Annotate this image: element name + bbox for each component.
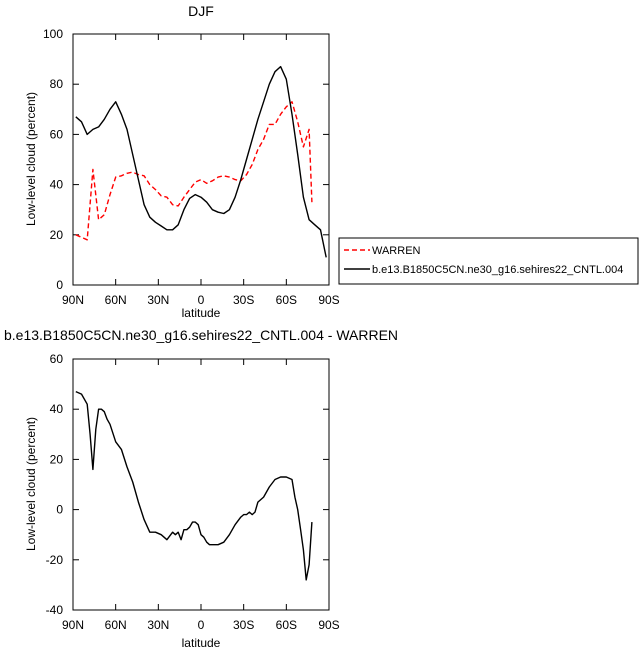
legend-label-warren: WARREN xyxy=(372,245,421,257)
bottom-x-axis-label: latitude xyxy=(182,636,221,650)
top-x-tick-label: 60S xyxy=(276,293,297,307)
top-series xyxy=(75,65,327,258)
top-x-tick-label: 60N xyxy=(105,293,127,307)
bottom-x-tick-label: 90S xyxy=(318,618,339,632)
legend: WARREN b.e13.B1850C5CN.ne30_g16.sehires2… xyxy=(338,237,639,285)
top-y-tick-label: 100 xyxy=(43,27,63,41)
bottom-x-tick-label: 60S xyxy=(276,618,297,632)
bottom-panel: b.e13.B1850C5CN.ne30_g16.sehires22_CNTL.… xyxy=(4,327,398,650)
top-x-tick-label: 30N xyxy=(147,293,169,307)
legend-box xyxy=(338,237,639,285)
top-x-ticks: 90N 60N 30N 0 30S 60S 90S xyxy=(62,34,340,307)
top-x-tick-label: 90N xyxy=(62,293,84,307)
bottom-series-line-0 xyxy=(75,390,313,581)
bottom-y-ticks: -40 -20 0 20 40 60 xyxy=(46,352,329,617)
top-y-tick-label: 60 xyxy=(50,127,64,141)
bottom-panel-title: b.e13.B1850C5CN.ne30_g16.sehires22_CNTL.… xyxy=(4,327,398,343)
top-x-axis-label: latitude xyxy=(182,306,221,320)
top-x-tick-label: 90S xyxy=(318,293,339,307)
bottom-y-tick-label: 40 xyxy=(50,402,64,416)
bottom-y-axis-label: Low-level cloud (percent) xyxy=(24,417,38,551)
bottom-y-tick-label: 60 xyxy=(50,352,64,366)
top-y-tick-label: 20 xyxy=(50,228,64,242)
top-panel: DJF 0 20 40 60 80 100 90N 60N 30N 0 30S 60S 90S lat… xyxy=(24,3,340,320)
legend-label-cntl: b.e13.B1850C5CN.ne30_g16.sehires22_CNTL.… xyxy=(372,264,623,276)
top-y-ticks: 0 20 40 60 80 100 xyxy=(43,27,329,292)
top-y-tick-label: 40 xyxy=(50,178,64,192)
top-y-tick-label: 0 xyxy=(56,278,63,292)
bottom-y-tick-label: -20 xyxy=(46,553,64,567)
top-x-tick-label: 0 xyxy=(198,293,205,307)
bottom-x-tick-label: 30S xyxy=(233,618,254,632)
top-plot-frame xyxy=(72,33,330,286)
bottom-x-tick-label: 90N xyxy=(62,618,84,632)
bottom-x-tick-label: 60N xyxy=(105,618,127,632)
top-series-line-b-e13-b1850c5cn-ne30-g16-sehir xyxy=(75,65,327,258)
bottom-x-tick-label: 0 xyxy=(198,618,205,632)
top-x-tick-label: 30S xyxy=(233,293,254,307)
bottom-y-tick-label: 20 xyxy=(50,452,64,466)
top-series-line-warren xyxy=(75,101,313,241)
bottom-x-tick-label: 30N xyxy=(147,618,169,632)
bottom-y-tick-label: 0 xyxy=(56,503,63,517)
top-y-tick-label: 80 xyxy=(50,77,64,91)
bottom-plot-frame xyxy=(72,358,330,611)
bottom-series xyxy=(75,390,313,581)
top-y-axis-label: Low-level cloud (percent) xyxy=(24,92,38,226)
top-panel-title: DJF xyxy=(188,3,214,19)
bottom-y-tick-label: -40 xyxy=(46,603,64,617)
bottom-x-ticks: 90N 60N 30N 0 30S 60S 90S xyxy=(62,359,340,632)
